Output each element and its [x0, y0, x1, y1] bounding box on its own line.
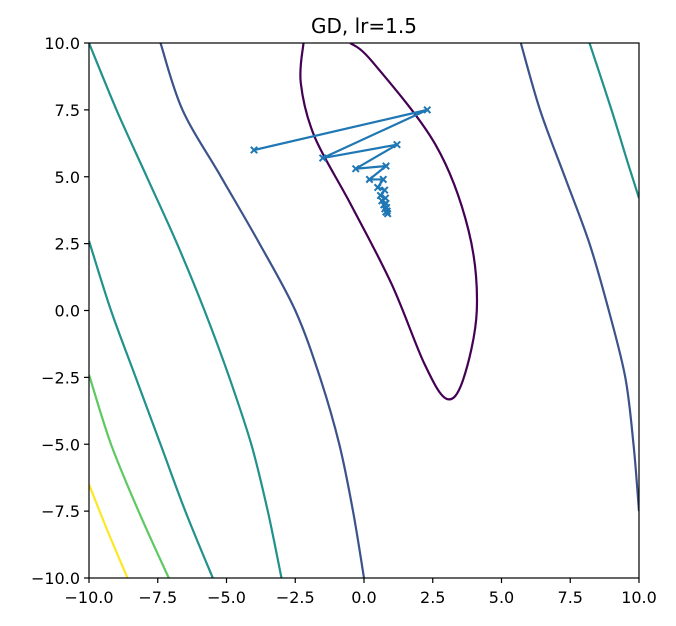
contour-line-7	[89, 483, 129, 578]
x-tick-label-6: 5.0	[489, 588, 514, 607]
chart-title: GD, lr=1.5	[311, 14, 417, 38]
trajectory-point-19	[383, 209, 392, 218]
x-tick-label-3: −2.5	[276, 588, 315, 607]
trajectory-point-1	[423, 105, 432, 114]
y-axis-ticks: −10.0 −7.5 −5.0 −2.5 0.0 2.5 5.0 7.5 10.0	[31, 34, 89, 588]
plot-frame	[88, 42, 640, 579]
x-tick-label-5: 2.5	[420, 588, 445, 607]
x-tick-label-0: −10.0	[64, 588, 113, 607]
trajectory-point-6	[365, 175, 374, 184]
y-tick-label-0: −10.0	[31, 569, 80, 588]
contour-line-2	[519, 43, 639, 512]
contour-lines	[89, 43, 639, 578]
trajectory-point-8	[373, 183, 382, 192]
trajectory-point-0	[250, 146, 258, 154]
contour-line-6	[89, 374, 170, 578]
trajectory-point-3	[393, 140, 401, 149]
contour-line-5	[89, 240, 214, 578]
trajectory-point-7	[379, 175, 388, 184]
contour-line-4	[588, 43, 639, 199]
contour-line-0	[299, 43, 479, 401]
trajectory-line	[253, 108, 428, 215]
contour-line-1	[159, 43, 366, 578]
y-tick-label-2: −5.0	[41, 435, 80, 454]
gd-trajectory	[250, 105, 432, 218]
y-tick-label-6: 5.0	[55, 168, 80, 187]
x-tick-label-1: −7.5	[138, 588, 177, 607]
x-tick-label-4: 0.0	[351, 588, 376, 607]
y-tick-label-3: −2.5	[41, 368, 80, 387]
x-tick-label-7: 7.5	[558, 588, 583, 607]
x-tick-label-2: −5.0	[207, 588, 246, 607]
x-axis-ticks: −10.0 −7.5 −5.0 −2.5 0.0 2.5 5.0 7.5 10.0	[64, 578, 657, 607]
y-tick-label-8: 10.0	[44, 34, 80, 53]
contour-line-3	[89, 43, 283, 578]
x-tick-label-8: 10.0	[621, 588, 657, 607]
trajectory-point-2	[318, 154, 327, 162]
y-tick-label-1: −7.5	[41, 502, 80, 521]
trajectory-point-12	[377, 196, 386, 205]
trajectory-point-10	[376, 191, 385, 200]
y-tick-label-7: 7.5	[55, 101, 80, 120]
trajectory-point-4	[351, 164, 360, 173]
y-tick-label-5: 2.5	[55, 235, 80, 254]
y-tick-label-4: 0.0	[55, 302, 80, 321]
trajectory-point-5	[382, 162, 390, 170]
